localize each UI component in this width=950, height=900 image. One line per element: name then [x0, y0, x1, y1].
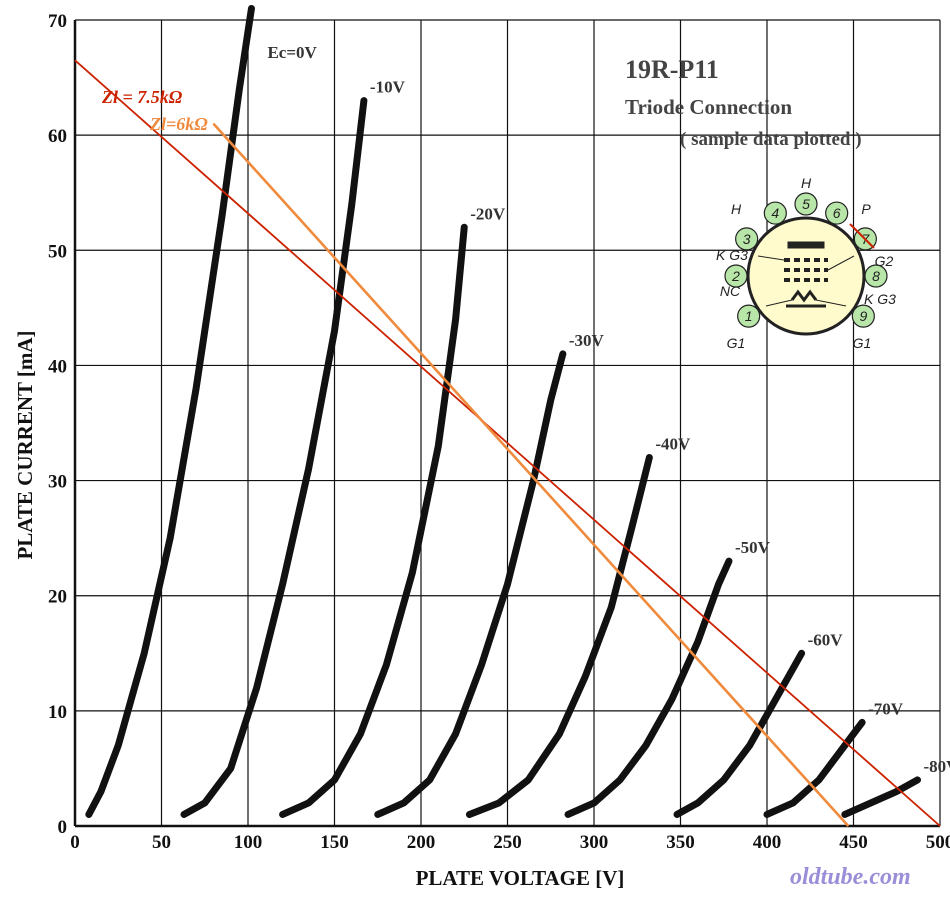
plate-curve-0: [85, 4, 255, 818]
y-axis-label: PLATE CURRENT [mA]: [13, 330, 37, 559]
x-tick-label-400: 400: [753, 832, 782, 853]
load-line-0: [74, 59, 941, 827]
load-line-1: [212, 122, 850, 827]
load-line-label-7-5k: Zl = 7.5kΩ: [101, 87, 183, 107]
pin-3: [735, 227, 759, 251]
curve-labels: Ec=0V -10V -20V -30V -40V -50V -60V -70V -80V: [267, 43, 950, 776]
y-tick-label-40: 40: [48, 356, 67, 377]
pin-label-5: H: [801, 175, 812, 191]
pin-number-2: 2: [731, 268, 740, 284]
plate-curves: [85, 4, 922, 818]
x-tick-label-450: 450: [839, 832, 868, 853]
plate-curve-8: [841, 776, 922, 818]
pin-number-6: 6: [833, 205, 841, 221]
curve-label-4: -40V: [655, 435, 691, 454]
curve-label-8: -80V: [924, 757, 950, 776]
plate-curve-3: [374, 350, 567, 818]
x-tick-label-500: 500: [926, 832, 950, 853]
y-tick-label-70: 70: [48, 11, 67, 32]
load-line-label-6k: Zl=6kΩ: [149, 114, 208, 134]
y-tick-label-0: 0: [58, 817, 68, 838]
x-tick-label-300: 300: [580, 832, 609, 853]
plate-curve-7: [763, 718, 866, 818]
pin-number-3: 3: [743, 231, 751, 247]
curve-label-7: -70V: [868, 699, 904, 718]
plate-curve-4: [465, 454, 653, 818]
pin-4: [763, 201, 787, 225]
x-tick-label-100: 100: [234, 832, 263, 853]
watermark: oldtube.com: [790, 864, 911, 890]
pin-6-7-strap: [849, 223, 875, 249]
chart-subtitle: Triode Connection: [625, 95, 792, 119]
grid: [73, 19, 941, 828]
plate-curve-6: [673, 649, 806, 818]
pin-label-6: P: [861, 201, 871, 217]
curve-label-3: -30V: [569, 331, 605, 350]
curve-label-0: Ec=0V: [267, 43, 317, 62]
y-tick-label-60: 60: [48, 126, 67, 147]
pin-number-5: 5: [802, 196, 810, 212]
y-tick-label-10: 10: [48, 702, 67, 723]
x-tick-label-50: 50: [152, 832, 171, 853]
y-tick-label-50: 50: [48, 241, 67, 262]
pin-number-4: 4: [771, 205, 779, 221]
curve-label-6: -60V: [808, 630, 844, 649]
pin-label-9: G1: [853, 335, 872, 351]
pin-label-1: G1: [727, 335, 746, 351]
y-tick-label-30: 30: [48, 472, 67, 493]
x-tick-label-200: 200: [407, 832, 436, 853]
x-tick-label-250: 250: [493, 832, 522, 853]
chart-note: ( sample data plotted ): [680, 129, 862, 150]
pin-number-8: 8: [872, 268, 880, 284]
x-axis-label: PLATE VOLTAGE [V]: [416, 866, 625, 890]
pin-9: [851, 304, 875, 328]
tick-labels: 0 50 100 150 200 250 300 350 400 450 5000102030405…: [48, 11, 950, 853]
pin-label-4: H: [731, 201, 742, 217]
pin-label-2: NC: [720, 283, 741, 299]
pin-number-1: 1: [745, 308, 753, 324]
pin-number-9: 9: [859, 308, 867, 324]
x-tick-label-0: 0: [70, 832, 80, 853]
tube-symbol: [757, 241, 855, 308]
socket-body: [746, 216, 866, 336]
curve-label-2: -20V: [470, 204, 506, 223]
pin-6: [825, 201, 849, 225]
pin-1: [737, 304, 761, 328]
pin-label-8: K G3: [864, 291, 896, 307]
pin-5: [794, 192, 818, 216]
load-lines: [74, 59, 941, 827]
x-tick-label-150: 150: [320, 832, 349, 853]
plate-curve-5: [564, 557, 733, 818]
chart-title: 19R-P11: [625, 55, 719, 84]
pin-8: [864, 264, 888, 288]
x-tick-label-350: 350: [666, 832, 695, 853]
plate-curve-1: [180, 97, 368, 818]
curve-label-5: -50V: [735, 538, 771, 557]
y-tick-label-20: 20: [48, 587, 67, 608]
pin-2: [724, 264, 748, 288]
curve-label-1: -10V: [370, 78, 406, 97]
plate-curve-2: [279, 223, 468, 818]
pin-label-3: K G3: [716, 247, 748, 263]
